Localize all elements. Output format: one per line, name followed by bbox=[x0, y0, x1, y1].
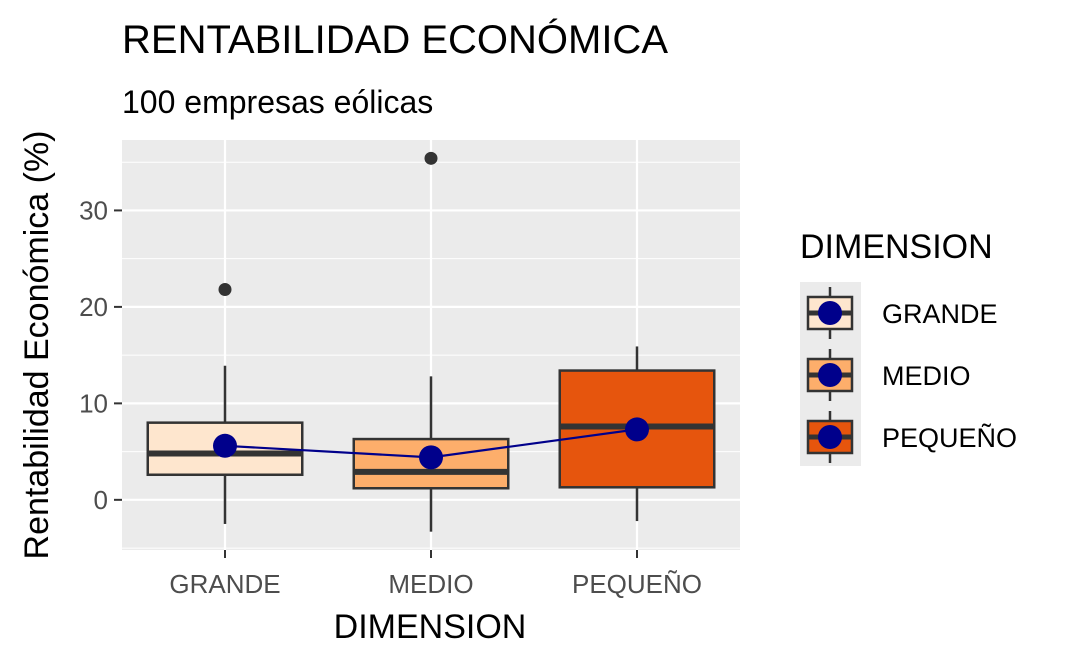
legend-item-medio: MEDIO bbox=[806, 349, 971, 401]
y-tick-label: 0 bbox=[94, 485, 108, 515]
y-axis-title: Rentabilidad Económica (%) bbox=[18, 131, 56, 560]
legend-key-mean bbox=[818, 363, 842, 387]
x-tick-label: GRANDE bbox=[169, 569, 280, 599]
y-tick-label: 10 bbox=[79, 388, 108, 418]
mean-point bbox=[625, 417, 649, 442]
chart-title: RENTABILIDAD ECONÓMICA bbox=[122, 17, 668, 62]
outlier-point bbox=[218, 283, 232, 297]
y-tick-label: 20 bbox=[79, 292, 108, 322]
mean-point bbox=[213, 433, 237, 458]
legend-item-pequeño: PEQUEÑO bbox=[806, 411, 1017, 463]
legend-title: DIMENSION bbox=[800, 228, 993, 266]
x-axis-title: DIMENSION bbox=[334, 608, 527, 646]
legend-label: GRANDE bbox=[882, 299, 998, 329]
legend-label: MEDIO bbox=[882, 361, 971, 391]
legend-key-mean bbox=[818, 425, 842, 449]
legend-key-mean bbox=[818, 301, 842, 325]
legend-label: PEQUEÑO bbox=[882, 422, 1017, 453]
x-tick-label: MEDIO bbox=[388, 569, 473, 599]
outlier-point bbox=[424, 151, 438, 165]
chart-subtitle: 100 empresas eólicas bbox=[122, 84, 433, 120]
y-axis: 0 10 20 30 bbox=[79, 195, 122, 515]
y-tick-label: 30 bbox=[79, 195, 108, 225]
mean-point bbox=[419, 445, 443, 470]
mean-layer bbox=[213, 417, 649, 470]
x-tick-label: PEQUEÑO bbox=[572, 569, 702, 599]
legend-items: GRANDE MEDIO PEQUEÑO bbox=[806, 287, 1017, 463]
legend: DIMENSION GRANDE MEDIO PEQUEÑO bbox=[800, 228, 1017, 466]
x-axis: GRANDE MEDIO PEQUEÑO bbox=[169, 550, 702, 599]
legend-item-grande: GRANDE bbox=[806, 287, 998, 339]
